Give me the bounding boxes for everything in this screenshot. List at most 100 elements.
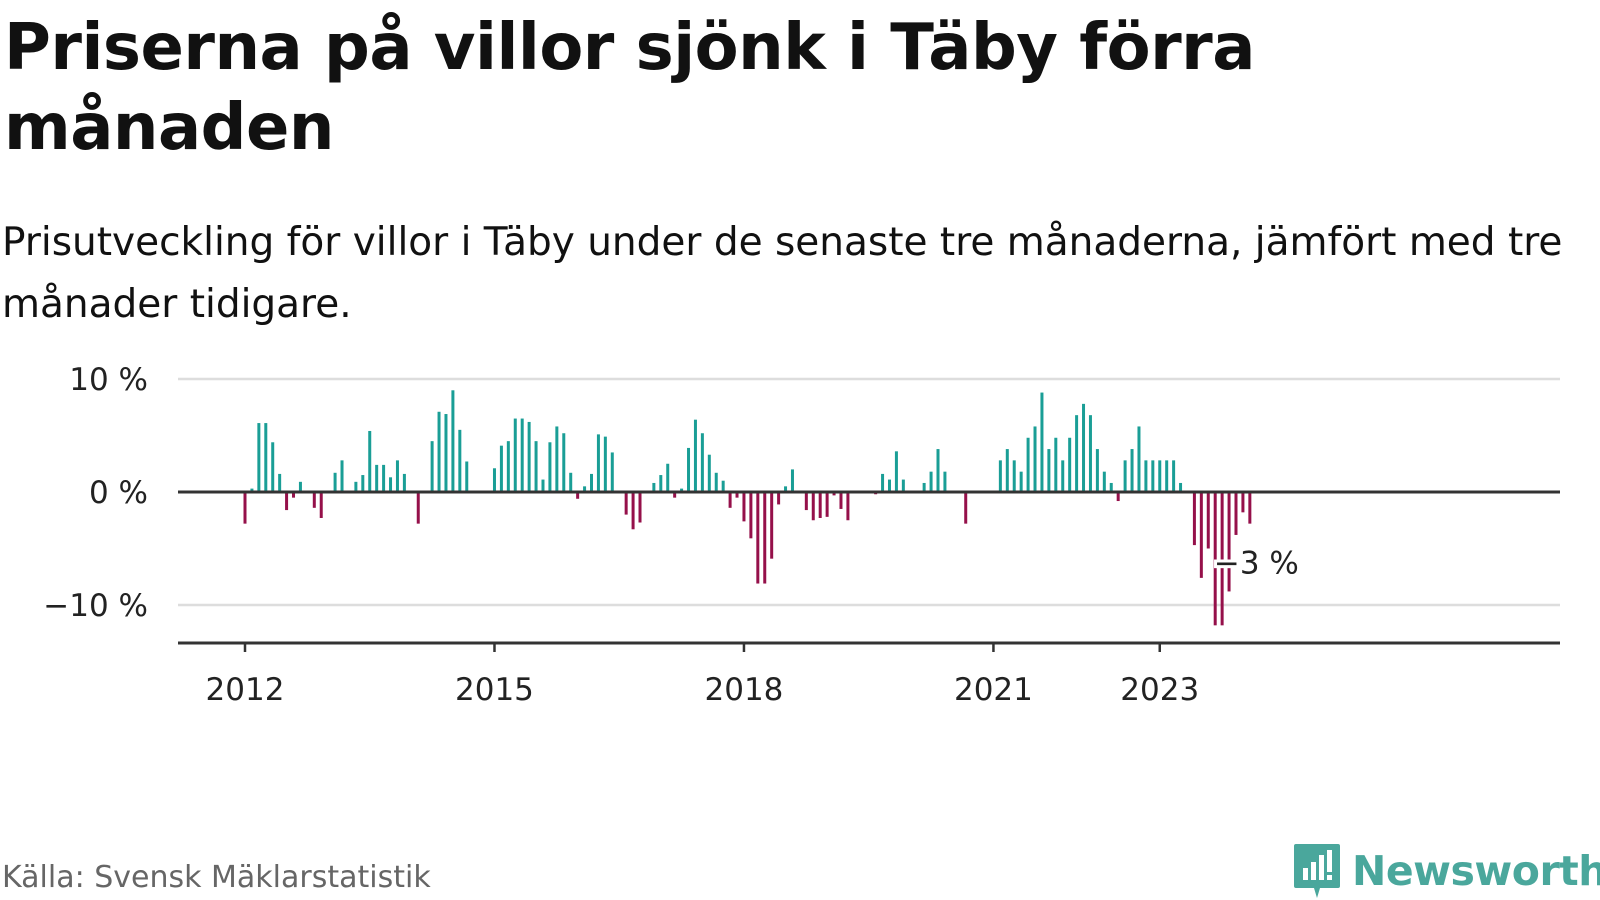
bar bbox=[1213, 492, 1217, 626]
bar bbox=[673, 492, 677, 498]
bar bbox=[548, 442, 552, 492]
bar bbox=[624, 492, 628, 515]
bar bbox=[1248, 492, 1252, 524]
bar bbox=[1144, 460, 1148, 492]
bar bbox=[693, 419, 697, 492]
bar bbox=[735, 492, 739, 498]
bar bbox=[458, 429, 462, 492]
bar bbox=[881, 473, 885, 492]
bar bbox=[901, 479, 905, 492]
bar bbox=[1151, 460, 1155, 492]
bar bbox=[943, 471, 947, 492]
bar bbox=[375, 464, 379, 492]
bar bbox=[707, 454, 711, 492]
bar bbox=[1130, 449, 1134, 492]
bar bbox=[659, 475, 663, 492]
bar bbox=[395, 460, 399, 492]
brand-name: Newsworthy bbox=[1352, 847, 1600, 895]
bar bbox=[887, 479, 891, 492]
bar bbox=[1241, 492, 1245, 513]
bar bbox=[929, 471, 933, 492]
bar bbox=[382, 464, 386, 492]
bar bbox=[444, 414, 448, 492]
bar bbox=[1033, 426, 1037, 492]
bar bbox=[285, 492, 289, 511]
bar bbox=[811, 492, 815, 521]
bar bbox=[1061, 460, 1065, 492]
bar bbox=[1172, 460, 1176, 492]
bar bbox=[763, 492, 767, 584]
bar bbox=[1075, 415, 1079, 492]
bar bbox=[333, 472, 337, 492]
bar bbox=[777, 492, 781, 505]
bar bbox=[1012, 460, 1016, 492]
bar bbox=[340, 460, 344, 492]
bar bbox=[389, 477, 393, 492]
bar bbox=[1165, 460, 1169, 492]
bar bbox=[562, 433, 566, 492]
bar bbox=[596, 434, 600, 492]
bar bbox=[666, 463, 670, 492]
bar bbox=[298, 481, 302, 492]
bars bbox=[243, 390, 1252, 626]
bar bbox=[576, 492, 580, 499]
bar bbox=[687, 447, 691, 492]
bar bbox=[243, 492, 247, 524]
x-tick-label: 2018 bbox=[705, 672, 784, 708]
newsworthy-logo[interactable]: Newsworthy bbox=[1292, 842, 1600, 900]
bar bbox=[638, 492, 642, 523]
bar bbox=[271, 442, 275, 492]
bar bbox=[756, 492, 760, 584]
newsworthy-icon bbox=[1294, 844, 1340, 898]
bar bbox=[603, 436, 607, 492]
bar bbox=[1179, 482, 1183, 492]
x-tick-label: 2012 bbox=[206, 672, 285, 708]
bar bbox=[319, 492, 323, 518]
bar bbox=[292, 492, 296, 498]
bar bbox=[784, 486, 788, 492]
annotation-label: −3 % bbox=[1214, 546, 1299, 582]
chart-subtitle: Prisutveckling för villor i Täby under d… bbox=[2, 220, 1563, 327]
bar bbox=[430, 441, 434, 492]
source-note: Källa: Svensk Mäklarstatistik bbox=[2, 860, 431, 895]
bar bbox=[825, 492, 829, 517]
bar bbox=[1082, 403, 1086, 492]
bar bbox=[1095, 449, 1099, 492]
gridlines bbox=[178, 377, 1560, 607]
bar bbox=[728, 492, 732, 508]
bar bbox=[555, 426, 559, 492]
bar bbox=[451, 390, 455, 492]
bar bbox=[1192, 492, 1196, 546]
bar bbox=[770, 492, 774, 559]
bar bbox=[506, 441, 510, 492]
bar bbox=[1068, 437, 1072, 492]
bar bbox=[818, 492, 822, 518]
bar bbox=[1026, 437, 1030, 492]
bar bbox=[839, 492, 843, 509]
bar bbox=[700, 433, 704, 492]
bar bbox=[721, 480, 725, 492]
bar bbox=[402, 473, 406, 492]
bar bbox=[368, 430, 372, 492]
bar bbox=[804, 492, 808, 511]
bar bbox=[250, 488, 254, 492]
bar bbox=[361, 475, 365, 492]
bar bbox=[1019, 471, 1023, 492]
y-tick-label: 0 % bbox=[89, 475, 148, 511]
bar bbox=[742, 492, 746, 522]
bar bbox=[312, 492, 316, 508]
bar bbox=[416, 492, 420, 524]
bar bbox=[1116, 492, 1120, 502]
bar bbox=[1040, 392, 1044, 492]
bar bbox=[354, 481, 358, 492]
bar bbox=[1109, 482, 1113, 492]
bar bbox=[437, 411, 441, 492]
bar bbox=[1199, 492, 1203, 578]
bar bbox=[465, 461, 469, 492]
bar bbox=[1005, 449, 1009, 492]
bar bbox=[1234, 492, 1238, 535]
bar bbox=[714, 472, 718, 492]
bar bbox=[936, 449, 940, 492]
bar bbox=[534, 441, 538, 492]
bar bbox=[680, 488, 684, 492]
